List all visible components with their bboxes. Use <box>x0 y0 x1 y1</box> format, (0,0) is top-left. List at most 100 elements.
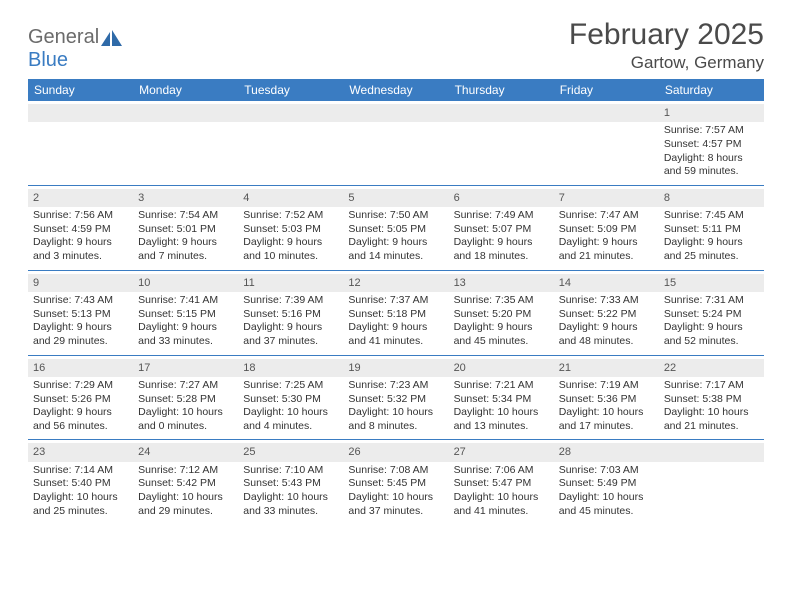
daylight-line: Daylight: 10 hours and 21 minutes. <box>664 406 759 433</box>
day-number: 12 <box>343 274 448 292</box>
day-number: 21 <box>554 359 659 377</box>
sunrise-line: Sunrise: 7:41 AM <box>138 294 233 308</box>
sunset-line: Sunset: 5:24 PM <box>664 308 759 322</box>
day-number: 6 <box>449 189 554 207</box>
day-number: 28 <box>554 443 659 461</box>
sunrise-line: Sunrise: 7:29 AM <box>33 379 128 393</box>
daylight-line: Daylight: 9 hours and 48 minutes. <box>559 321 654 348</box>
week-row: 1Sunrise: 7:57 AMSunset: 4:57 PMDaylight… <box>28 101 764 185</box>
day-number: 7 <box>554 189 659 207</box>
day-cell: 12Sunrise: 7:37 AMSunset: 5:18 PMDayligh… <box>343 271 448 355</box>
day-number: 11 <box>238 274 343 292</box>
sunset-line: Sunset: 5:34 PM <box>454 393 549 407</box>
sunrise-line: Sunrise: 7:50 AM <box>348 209 443 223</box>
day-cell <box>554 101 659 185</box>
day-cell: 4 Sunrise: 7:52 AMSunset: 5:03 PMDaylight… <box>238 186 343 270</box>
day-cell <box>133 101 238 185</box>
sunset-line: Sunset: 5:09 PM <box>559 223 654 237</box>
daylight-line: Daylight: 9 hours and 18 minutes. <box>454 236 549 263</box>
month-title: February 2025 <box>569 18 764 52</box>
day-cell: 11Sunrise: 7:39 AMSunset: 5:16 PMDayligh… <box>238 271 343 355</box>
day-cell: 23Sunrise: 7:14 AMSunset: 5:40 PMDayligh… <box>28 440 133 524</box>
sunset-line: Sunset: 5:38 PM <box>664 393 759 407</box>
sunset-line: Sunset: 5:03 PM <box>243 223 338 237</box>
day-cell <box>343 101 448 185</box>
sunset-line: Sunset: 5:49 PM <box>559 477 654 491</box>
sunrise-line: Sunrise: 7:35 AM <box>454 294 549 308</box>
sunrise-line: Sunrise: 7:27 AM <box>138 379 233 393</box>
day-cell: 18Sunrise: 7:25 AMSunset: 5:30 PMDayligh… <box>238 356 343 440</box>
sunset-line: Sunset: 5:01 PM <box>138 223 233 237</box>
sunset-line: Sunset: 5:26 PM <box>33 393 128 407</box>
daylight-line: Daylight: 9 hours and 10 minutes. <box>243 236 338 263</box>
day-number: 18 <box>238 359 343 377</box>
daylight-line: Daylight: 10 hours and 37 minutes. <box>348 491 443 518</box>
day-number: 24 <box>133 443 238 461</box>
sunset-line: Sunset: 4:57 PM <box>664 138 759 152</box>
day-cell: 8Sunrise: 7:45 AMSunset: 5:11 PMDaylight… <box>659 186 764 270</box>
daylight-line: Daylight: 10 hours and 45 minutes. <box>559 491 654 518</box>
location-label: Gartow, Germany <box>569 53 764 73</box>
sunset-line: Sunset: 5:36 PM <box>559 393 654 407</box>
sunset-line: Sunset: 5:07 PM <box>454 223 549 237</box>
sunset-line: Sunset: 5:13 PM <box>33 308 128 322</box>
day-cell: 19Sunrise: 7:23 AMSunset: 5:32 PMDayligh… <box>343 356 448 440</box>
sunrise-line: Sunrise: 7:33 AM <box>559 294 654 308</box>
day-number <box>343 104 448 122</box>
day-cell: 2Sunrise: 7:56 AMSunset: 4:59 PMDaylight… <box>28 186 133 270</box>
day-cell: 10Sunrise: 7:41 AMSunset: 5:15 PMDayligh… <box>133 271 238 355</box>
day-number: 22 <box>659 359 764 377</box>
sunrise-line: Sunrise: 7:37 AM <box>348 294 443 308</box>
sunset-line: Sunset: 5:11 PM <box>664 223 759 237</box>
sunrise-line: Sunrise: 7:45 AM <box>664 209 759 223</box>
day-cell <box>659 440 764 524</box>
daylight-line: Daylight: 10 hours and 13 minutes. <box>454 406 549 433</box>
sunrise-line: Sunrise: 7:10 AM <box>243 464 338 478</box>
week-row: 16 Sunrise: 7:29 AMSunset: 5:26 PM Dayligh… <box>28 355 764 440</box>
daylight-line: Daylight: 10 hours and 8 minutes. <box>348 406 443 433</box>
daylight-line: Daylight: 9 hours and 14 minutes. <box>348 236 443 263</box>
day-number: 27 <box>449 443 554 461</box>
daylight-line: Daylight: 10 hours and 4 minutes. <box>243 406 338 433</box>
logo-sails-icon <box>101 30 123 46</box>
weekday-monday: Monday <box>133 79 238 101</box>
day-cell <box>238 101 343 185</box>
sunset-line: Sunset: 5:16 PM <box>243 308 338 322</box>
day-number: 16 <box>28 359 133 377</box>
day-number <box>28 104 133 122</box>
day-number <box>238 104 343 122</box>
daylight-line: Daylight: 8 hours and 59 minutes. <box>664 152 759 179</box>
sunrise-line: Sunrise: 7:56 AM <box>33 209 128 223</box>
day-cell <box>449 101 554 185</box>
weekday-thursday: Thursday <box>449 79 554 101</box>
daylight-line: Daylight: 10 hours and 33 minutes. <box>243 491 338 518</box>
weekday-tuesday: Tuesday <box>238 79 343 101</box>
sunrise-line: Sunrise: 7:14 AM <box>33 464 128 478</box>
page-header: General Blue February 2025 Gartow, Germa… <box>28 18 764 73</box>
day-number: 9 <box>28 274 133 292</box>
day-number: 25 <box>238 443 343 461</box>
day-number: 19 <box>343 359 448 377</box>
title-block: February 2025 Gartow, Germany <box>569 18 764 73</box>
daylight-line: Daylight: 10 hours and 25 minutes. <box>33 491 128 518</box>
sunset-line: Sunset: 5:15 PM <box>138 308 233 322</box>
sunrise-line: Sunrise: 7:25 AM <box>243 379 338 393</box>
week-row: 9Sunrise: 7:43 AMSunset: 5:13 PMDaylight… <box>28 270 764 355</box>
day-number: 20 <box>449 359 554 377</box>
daylight-line: Daylight: 9 hours and 33 minutes. <box>138 321 233 348</box>
sunrise-line: Sunrise: 7:06 AM <box>454 464 549 478</box>
sunrise-line: Sunrise: 7:17 AM <box>664 379 759 393</box>
day-number: 15 <box>659 274 764 292</box>
sunrise-line: Sunrise: 7:47 AM <box>559 209 654 223</box>
sunrise-line: Sunrise: 7:23 AM <box>348 379 443 393</box>
sunrise-line: Sunrise: 7:52 AM <box>243 209 338 223</box>
daylight-line: Daylight: 9 hours and 41 minutes. <box>348 321 443 348</box>
day-cell: 16Sunrise: 7:29 AMSunset: 5:26 PMDayligh… <box>28 356 133 440</box>
weekday-saturday: Saturday <box>659 79 764 101</box>
day-number: 2 <box>28 189 133 207</box>
sunset-line: Sunset: 4:59 PM <box>33 223 128 237</box>
weekday-sunday: Sunday <box>28 79 133 101</box>
daylight-line: Daylight: 9 hours and 45 minutes. <box>454 321 549 348</box>
day-number: 4 <box>238 189 343 207</box>
week-row: 23Sunrise: 7:14 AMSunset: 5:40 PMDayligh… <box>28 439 764 524</box>
